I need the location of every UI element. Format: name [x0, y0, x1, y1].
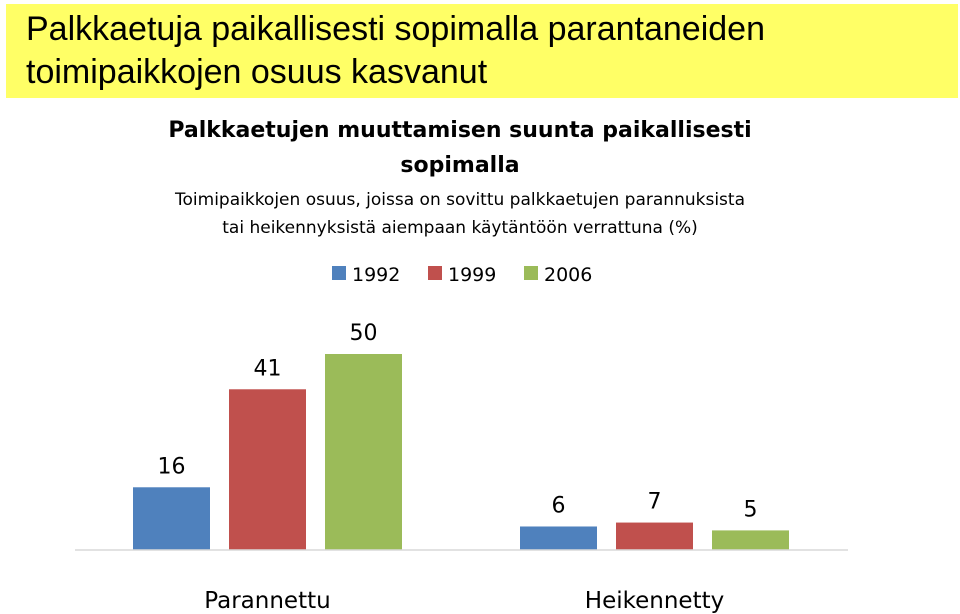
slide-title-banner: Palkkaetuja paikallisesti sopimalla para… — [6, 4, 958, 98]
chart-legend: 1992 1999 2006 — [332, 264, 592, 286]
bar-1999-parannettu — [229, 389, 306, 550]
data-label-2006-heikennetty: 5 — [744, 497, 758, 522]
data-label-1992-heikennetty: 6 — [552, 493, 566, 518]
chart-title-line-1: Palkkaetujen muuttamisen suunta paikalli… — [168, 118, 751, 143]
data-label-1999-heikennetty: 7 — [648, 490, 662, 515]
data-label-1999-parannettu: 41 — [254, 356, 282, 381]
data-label-1992-parannettu: 16 — [158, 454, 186, 479]
bar-2006-parannettu — [325, 354, 402, 550]
slide-title-line-2: toimipaikkojen osuus kasvanut — [26, 53, 488, 91]
legend-swatch-1992 — [332, 266, 346, 280]
chart-subtitle-line-1: Toimipaikkojen osuus, joissa on sovittu … — [174, 190, 745, 210]
legend-swatch-1999 — [428, 266, 442, 280]
bar-1992-parannettu — [133, 487, 210, 550]
legend-label-2006: 2006 — [544, 264, 592, 286]
bar-1999-heikennetty — [616, 522, 693, 550]
legend-label-1992: 1992 — [352, 264, 400, 286]
category-label-parannettu: Parannettu — [204, 588, 330, 614]
chart-subtitle-line-2: tai heikennyksistä aiempaan käytäntöön v… — [222, 218, 697, 238]
slide-title-line-1: Palkkaetuja paikallisesti sopimalla para… — [26, 10, 766, 48]
chart-bars — [133, 354, 789, 550]
category-label-heikennetty: Heikennetty — [585, 588, 724, 614]
bar-1992-heikennetty — [520, 526, 597, 550]
chart-category-labels: Parannettu Heikennetty — [204, 588, 724, 614]
legend-swatch-2006 — [524, 266, 538, 280]
chart-data-labels: 16 41 50 6 7 5 — [158, 321, 758, 522]
data-label-2006-parannettu: 50 — [350, 321, 378, 346]
legend-label-1999: 1999 — [448, 264, 496, 286]
chart-title-line-2: sopimalla — [400, 153, 519, 178]
bar-2006-heikennetty — [712, 530, 789, 550]
